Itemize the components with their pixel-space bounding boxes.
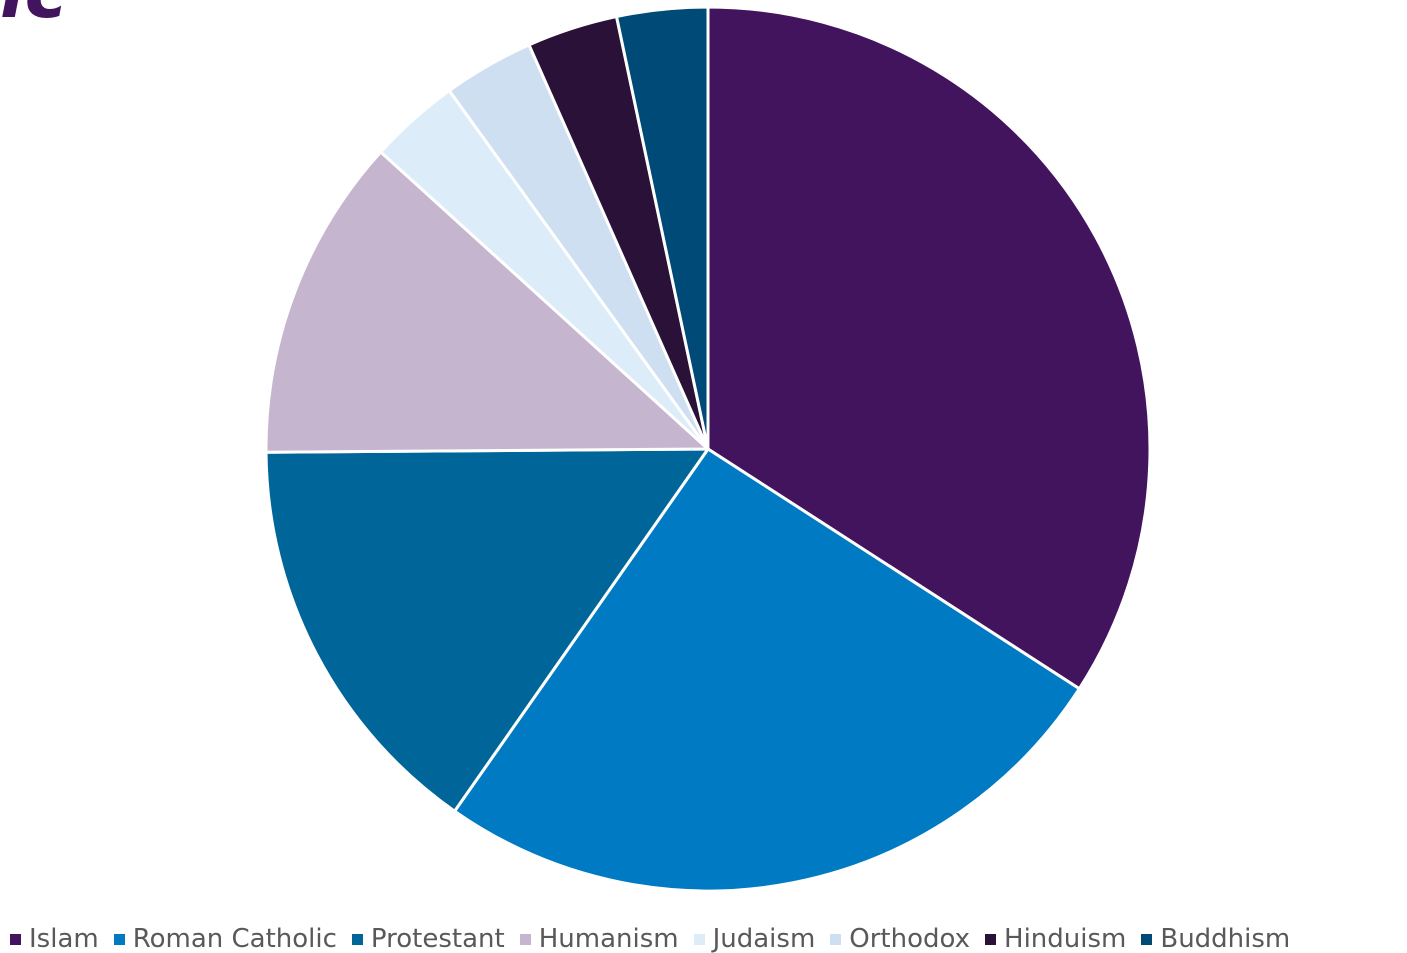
legend-item-islam: Islam xyxy=(10,924,99,953)
legend-item-humanism: Humanism xyxy=(519,924,679,953)
legend-label: Orthodox xyxy=(849,924,971,953)
pie-chart xyxy=(264,5,1152,893)
legend-label: Roman Catholic xyxy=(132,924,337,953)
pie-slice-roman-catholic xyxy=(453,447,1081,893)
legend-label: Protestant xyxy=(370,924,505,953)
chart-legend: Islam Roman Catholic Protestant Humanism Jud… xyxy=(10,922,1305,953)
legend-item-hinduism: Hinduism xyxy=(985,924,1126,953)
legend-swatch-buddhism xyxy=(1141,933,1153,945)
legend-label: Islam xyxy=(29,924,99,953)
legend-swatch-islam xyxy=(10,933,21,945)
pie-slice-islam xyxy=(706,5,1152,691)
legend-swatch-humanism xyxy=(519,933,531,945)
legend-item-buddhism: Buddhism xyxy=(1141,924,1290,953)
legend-label: Judaism xyxy=(712,924,816,953)
legend-label: Buddhism xyxy=(1160,924,1291,953)
legend-label: Humanism xyxy=(538,924,679,953)
legend-swatch-hinduism xyxy=(985,933,997,945)
pie-slice-protestant xyxy=(264,447,710,813)
legend-swatch-orthodox xyxy=(830,933,842,945)
legend-item-orthodox: Orthodox xyxy=(830,924,970,953)
legend-swatch-judaism xyxy=(693,933,705,945)
legend-item-judaism: Judaism xyxy=(693,924,816,953)
chart-title-fragment: ic xyxy=(0,0,67,28)
pie-slices xyxy=(264,5,1152,893)
pie-slice-buddhism xyxy=(615,5,710,451)
legend-swatch-protestant xyxy=(351,933,363,945)
legend-item-roman-catholic: Roman Catholic xyxy=(113,924,337,953)
legend-item-protestant: Protestant xyxy=(351,924,505,953)
pie-slice-humanism xyxy=(264,150,710,454)
legend-label: Hinduism xyxy=(1004,924,1127,953)
legend-swatch-roman-catholic xyxy=(113,933,125,945)
